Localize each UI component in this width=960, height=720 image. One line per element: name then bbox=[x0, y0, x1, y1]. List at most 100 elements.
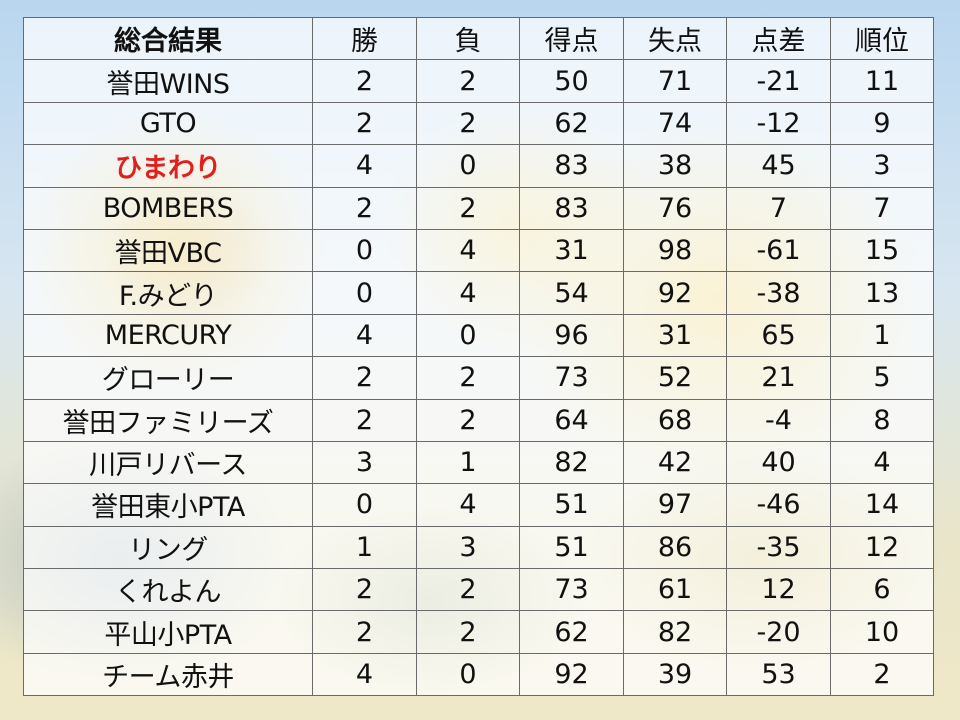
points-for-cell: 82 bbox=[519, 440, 624, 485]
points-for-cell: 50 bbox=[519, 59, 624, 103]
wins-cell: 2 bbox=[312, 186, 417, 230]
losses-cell: 0 bbox=[416, 652, 520, 697]
point-difference-cell: 45 bbox=[726, 144, 831, 188]
wins-cell: 2 bbox=[312, 398, 417, 442]
table-row: 誉田東小PTA 0 4 51 97 -46 14 bbox=[23, 483, 934, 527]
points-against-cell: 97 bbox=[623, 483, 727, 527]
points-against-cell: 61 bbox=[623, 568, 727, 612]
points-for-cell: 54 bbox=[519, 271, 624, 315]
point-difference-cell: 12 bbox=[726, 568, 831, 612]
team-name-cell: F.みどり bbox=[23, 271, 313, 315]
team-name-cell: ひまわり bbox=[23, 144, 313, 188]
points-against-cell: 98 bbox=[623, 228, 727, 273]
header-overall-results: 総合結果 bbox=[23, 16, 313, 61]
losses-cell: 2 bbox=[416, 568, 520, 612]
losses-cell: 4 bbox=[416, 228, 520, 273]
rank-cell: 1 bbox=[830, 313, 934, 358]
table-row: GTO 2 2 62 74 -12 9 bbox=[23, 101, 934, 146]
points-for-cell: 83 bbox=[519, 144, 624, 188]
wins-cell: 4 bbox=[312, 652, 417, 697]
point-difference-cell: -61 bbox=[726, 228, 831, 273]
points-for-cell: 73 bbox=[519, 568, 624, 612]
wins-cell: 1 bbox=[312, 525, 417, 570]
losses-cell: 2 bbox=[416, 186, 520, 230]
header-wins: 勝 bbox=[312, 16, 417, 61]
table-row: F.みどり 0 4 54 92 -38 13 bbox=[23, 271, 934, 315]
team-name-cell: 誉田東小PTA bbox=[23, 483, 313, 527]
wins-cell: 0 bbox=[312, 228, 417, 273]
points-against-cell: 42 bbox=[623, 440, 727, 485]
team-name-cell: 誉田ファミリーズ bbox=[23, 398, 313, 442]
point-difference-cell: -35 bbox=[726, 525, 831, 570]
team-name-cell: MERCURY bbox=[23, 313, 313, 358]
rank-cell: 10 bbox=[830, 610, 934, 654]
team-name-cell: 平山小PTA bbox=[23, 610, 313, 654]
losses-cell: 3 bbox=[416, 525, 520, 570]
table-row: 誉田VBC 0 4 31 98 -61 15 bbox=[23, 228, 934, 273]
rank-cell: 4 bbox=[830, 440, 934, 485]
header-rank: 順位 bbox=[830, 16, 934, 61]
rank-cell: 7 bbox=[830, 186, 934, 230]
point-difference-cell: 21 bbox=[726, 356, 831, 400]
team-name-cell: グローリー bbox=[23, 356, 313, 400]
losses-cell: 2 bbox=[416, 356, 520, 400]
rank-cell: 13 bbox=[830, 271, 934, 315]
wins-cell: 4 bbox=[312, 313, 417, 358]
points-for-cell: 92 bbox=[519, 652, 624, 697]
rank-cell: 9 bbox=[830, 101, 934, 146]
wins-cell: 2 bbox=[312, 101, 417, 146]
wins-cell: 4 bbox=[312, 144, 417, 188]
points-for-cell: 51 bbox=[519, 525, 624, 570]
table-row: くれよん 2 2 73 61 12 6 bbox=[23, 568, 934, 612]
team-name-cell: GTO bbox=[23, 101, 313, 146]
losses-cell: 2 bbox=[416, 101, 520, 146]
points-against-cell: 74 bbox=[623, 101, 727, 146]
points-for-cell: 31 bbox=[519, 228, 624, 273]
table-row: BOMBERS 2 2 83 76 7 7 bbox=[23, 186, 934, 230]
team-name-cell: チーム赤井 bbox=[23, 652, 313, 697]
header-losses: 負 bbox=[416, 16, 520, 61]
table-row: 川戸リバース 3 1 82 42 40 4 bbox=[23, 440, 934, 485]
point-difference-cell: -21 bbox=[726, 59, 831, 103]
point-difference-cell: -46 bbox=[726, 483, 831, 527]
points-against-cell: 71 bbox=[623, 59, 727, 103]
team-name-cell: 誉田WINS bbox=[23, 59, 313, 103]
points-against-cell: 39 bbox=[623, 652, 727, 697]
wins-cell: 3 bbox=[312, 440, 417, 485]
losses-cell: 2 bbox=[416, 59, 520, 103]
team-name-cell: BOMBERS bbox=[23, 186, 313, 230]
header-point-difference: 点差 bbox=[726, 16, 831, 61]
points-for-cell: 83 bbox=[519, 186, 624, 230]
table-row: チーム赤井 4 0 92 39 53 2 bbox=[23, 652, 934, 697]
table-row: MERCURY 4 0 96 31 65 1 bbox=[23, 313, 934, 358]
losses-cell: 4 bbox=[416, 483, 520, 527]
wins-cell: 2 bbox=[312, 568, 417, 612]
wins-cell: 2 bbox=[312, 610, 417, 654]
losses-cell: 0 bbox=[416, 313, 520, 358]
point-difference-cell: -4 bbox=[726, 398, 831, 442]
rank-cell: 15 bbox=[830, 228, 934, 273]
rank-cell: 14 bbox=[830, 483, 934, 527]
losses-cell: 2 bbox=[416, 398, 520, 442]
table-row: グローリー 2 2 73 52 21 5 bbox=[23, 356, 934, 400]
header-row: 総合結果 勝 負 得点 失点 点差 順位 bbox=[23, 16, 934, 61]
table-row: 平山小PTA 2 2 62 82 -20 10 bbox=[23, 610, 934, 654]
losses-cell: 2 bbox=[416, 610, 520, 654]
table-row: 誉田WINS 2 2 50 71 -21 11 bbox=[23, 59, 934, 103]
losses-cell: 0 bbox=[416, 144, 520, 188]
point-difference-cell: -38 bbox=[726, 271, 831, 315]
wins-cell: 0 bbox=[312, 271, 417, 315]
team-name-cell: リング bbox=[23, 525, 313, 570]
wins-cell: 2 bbox=[312, 59, 417, 103]
table-row: 誉田ファミリーズ 2 2 64 68 -4 8 bbox=[23, 398, 934, 442]
rank-cell: 3 bbox=[830, 144, 934, 188]
points-against-cell: 92 bbox=[623, 271, 727, 315]
table-row: リング 1 3 51 86 -35 12 bbox=[23, 525, 934, 570]
wins-cell: 0 bbox=[312, 483, 417, 527]
results-body: 誉田WINS 2 2 50 71 -21 11 GTO 2 2 62 74 -12 9 ひまわり 4 0 83 38… bbox=[23, 59, 934, 697]
points-against-cell: 31 bbox=[623, 313, 727, 358]
points-against-cell: 38 bbox=[623, 144, 727, 188]
team-name-cell: 川戸リバース bbox=[23, 440, 313, 485]
point-difference-cell: 53 bbox=[726, 652, 831, 697]
points-against-cell: 52 bbox=[623, 356, 727, 400]
